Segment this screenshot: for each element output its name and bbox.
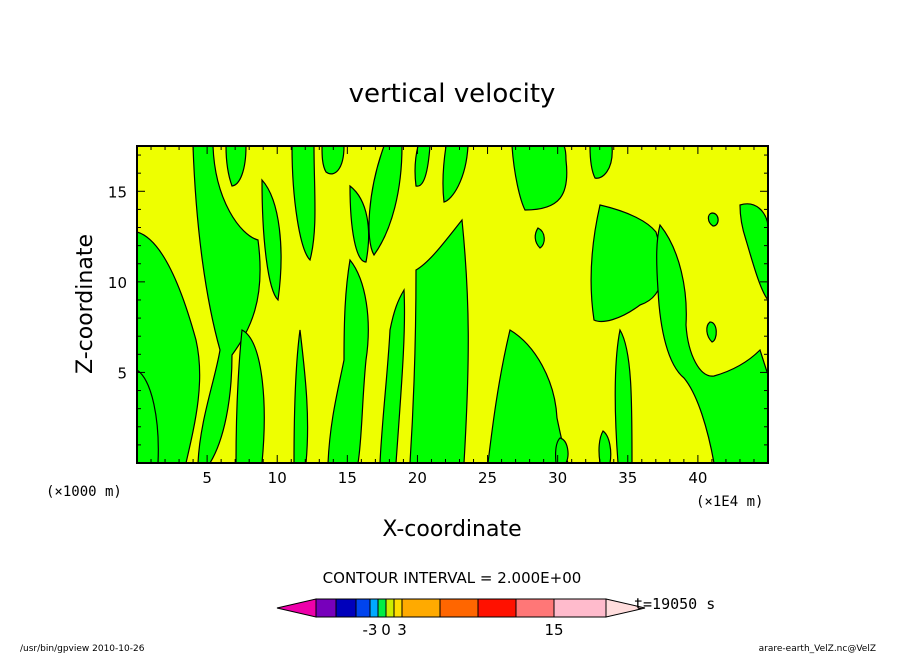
colorbar-end-high [605,598,646,618]
colorbar-time-label: t=19050 s [634,595,715,613]
plot-area: 5 10 15 20 25 30 35 40 5 10 15 [108,145,769,487]
positive-region-12 [327,258,369,463]
x-tick-label: 35 [618,469,637,487]
positive-region-21 [590,204,664,323]
y-axis-label: Z-coordinate [73,234,98,374]
footer-right: arare-earth_VelZ.nc@VelZ [759,644,876,654]
positive-region-4 [225,146,247,187]
colorbar-segment [515,598,555,618]
positive-region-16 [409,218,469,463]
colorbar-segment [369,598,379,618]
axis-ticks: 5 10 15 20 25 30 35 40 5 10 15 [108,146,768,487]
colorbar: -3 0 3 15 [276,598,646,639]
x-tick-label: 40 [688,469,707,487]
x-axis-label: X-coordinate [382,517,521,542]
colorbar-label: 0 [381,621,391,639]
colorbar-segment [377,598,387,618]
colorbar-end-low [276,598,317,618]
positive-region-19 [534,227,545,249]
x-tick-label: 25 [478,469,497,487]
colorbar-segment [553,598,607,618]
positive-region-23 [656,223,768,463]
positive-region-25 [707,212,719,227]
positive-region-8 [293,329,309,463]
plot-frame [136,145,769,464]
colorbar-label: 3 [397,621,407,639]
positive-region-17 [486,146,568,211]
positive-region-26 [706,321,717,343]
x-unit-label: (×1000 m) [46,484,122,500]
colorbar-segment [401,598,441,618]
positive-region-7 [291,146,316,262]
colorbar-segment [393,598,403,618]
x-tick-label: 20 [408,469,427,487]
positive-region-6 [261,178,282,302]
positive-region-27 [555,437,569,463]
positive-region-28 [598,430,612,463]
colorbar-segment [335,598,357,618]
contour-interval-label: CONTOUR INTERVAL = 2.000E+00 [323,569,582,587]
colorbar-label: 15 [544,621,563,639]
y-tick-label: 10 [108,274,127,292]
positive-region-9 [321,146,345,175]
colorbar-segment [385,598,395,618]
positive-region-14 [414,146,431,187]
footer-left: /usr/bin/gpview 2010-10-26 [20,644,145,654]
positive-region-10 [349,184,370,263]
positive-region-24 [739,203,768,301]
y-tick-label: 5 [117,364,127,382]
positive-region-22 [614,328,633,463]
positive-region-3 [192,146,261,463]
colorbar-segment [315,598,337,618]
x-tick-label: 10 [268,469,287,487]
positive-region-5 [235,329,265,463]
x-tick-label: 30 [548,469,567,487]
positive-region-13 [379,287,406,463]
positive-region-20 [589,146,613,179]
colorbar-label: -3 [363,621,378,639]
colorbar-segment [439,598,479,618]
y-tick-label: 15 [108,183,127,201]
colorbar-segment [477,598,517,618]
positive-region-11 [368,146,403,257]
positive-region-15 [442,146,469,203]
colorbar-segment [355,598,371,618]
x-tick-label: 5 [202,469,212,487]
x-tick-label: 15 [338,469,357,487]
velocity-field [137,146,768,463]
x-scale-label: (×1E4 m) [696,494,763,510]
chart-title: vertical velocity [349,79,556,109]
